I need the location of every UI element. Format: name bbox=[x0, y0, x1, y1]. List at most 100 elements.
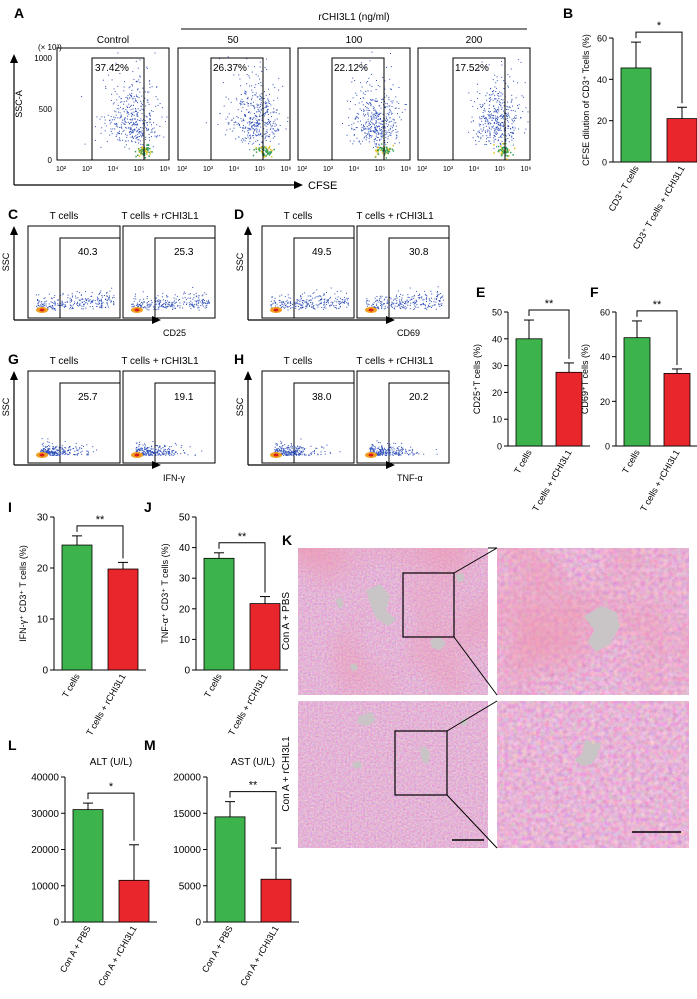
event-dot bbox=[168, 453, 170, 455]
event-dot bbox=[436, 295, 438, 297]
event-dot bbox=[291, 447, 293, 449]
event-dot bbox=[496, 110, 498, 112]
event-dot bbox=[235, 97, 237, 99]
event-dot bbox=[69, 453, 71, 455]
event-dot bbox=[386, 66, 387, 68]
event-dot bbox=[144, 443, 145, 445]
event-dot bbox=[379, 295, 381, 297]
arrowhead-icon bbox=[294, 181, 303, 189]
event-dot bbox=[498, 100, 500, 102]
event-dot bbox=[54, 304, 56, 306]
event-dot bbox=[365, 91, 367, 92]
event-dot bbox=[500, 95, 502, 97]
event-dot bbox=[375, 121, 377, 123]
event-dot bbox=[441, 296, 443, 298]
event-dot bbox=[479, 132, 480, 133]
event-dot bbox=[498, 137, 500, 138]
event-dot bbox=[301, 306, 303, 308]
group-title: rCHI3L1 (ng/ml) bbox=[318, 12, 389, 23]
event-dot bbox=[365, 114, 367, 116]
event-dot bbox=[385, 144, 387, 146]
gate-region bbox=[59, 237, 121, 319]
event-dot bbox=[365, 128, 367, 130]
event-dot bbox=[505, 82, 507, 84]
bar bbox=[555, 371, 583, 447]
event-dot bbox=[197, 307, 199, 309]
event-dot bbox=[198, 295, 200, 297]
event-dot bbox=[159, 125, 161, 127]
event-dot bbox=[244, 127, 246, 129]
event-dot bbox=[51, 450, 53, 452]
event-dot bbox=[81, 302, 83, 304]
event-dot bbox=[104, 130, 106, 132]
event-dot bbox=[279, 304, 281, 306]
event-dot bbox=[265, 135, 267, 137]
event-dot bbox=[384, 88, 386, 90]
event-dot bbox=[139, 449, 141, 451]
event-dot-dense bbox=[392, 144, 395, 147]
event-dot bbox=[261, 96, 263, 98]
event-dot bbox=[511, 123, 513, 125]
event-dot bbox=[298, 448, 300, 450]
x-axis-label: TNF-α bbox=[397, 473, 423, 483]
event-dot bbox=[143, 450, 145, 452]
event-dot bbox=[324, 450, 326, 452]
event-dot bbox=[149, 451, 151, 453]
y-tick-label: 30 bbox=[179, 574, 191, 585]
event-dot bbox=[101, 305, 103, 307]
event-dot bbox=[377, 306, 379, 308]
event-dot bbox=[113, 88, 115, 90]
event-dot bbox=[380, 123, 382, 124]
event-dot bbox=[407, 296, 409, 298]
event-dot bbox=[44, 451, 46, 453]
event-dot bbox=[395, 451, 397, 453]
event-dot bbox=[188, 302, 190, 304]
event-dot bbox=[293, 453, 295, 455]
event-dot bbox=[492, 91, 494, 92]
panel-label-m: M bbox=[144, 737, 156, 753]
event-dot bbox=[281, 451, 283, 453]
event-dot bbox=[266, 58, 268, 60]
event-dot bbox=[330, 287, 332, 289]
event-dot bbox=[412, 453, 414, 455]
x-tick-label: 10⁵ bbox=[495, 166, 506, 173]
event-dot bbox=[496, 128, 498, 130]
event-dot bbox=[475, 140, 477, 142]
event-dot bbox=[136, 137, 138, 139]
event-dot bbox=[496, 110, 498, 112]
event-dot bbox=[163, 453, 164, 455]
event-dot bbox=[337, 296, 339, 298]
event-dot bbox=[105, 87, 107, 89]
event-dot bbox=[412, 454, 414, 456]
event-dot bbox=[160, 454, 162, 456]
event-dot bbox=[369, 102, 371, 104]
event-dot bbox=[45, 451, 47, 453]
event-dot bbox=[379, 119, 381, 121]
event-dot bbox=[257, 75, 259, 77]
event-dot bbox=[266, 111, 268, 113]
event-dot bbox=[491, 126, 493, 128]
event-dot bbox=[383, 308, 385, 310]
gate-percent: 37.42% bbox=[95, 63, 129, 74]
event-dot bbox=[282, 85, 284, 87]
event-dot bbox=[509, 76, 511, 78]
event-dot bbox=[382, 450, 384, 452]
event-dot bbox=[148, 447, 150, 449]
event-dot bbox=[71, 293, 73, 295]
bar bbox=[249, 603, 281, 671]
event-dot bbox=[381, 130, 383, 132]
event-dot bbox=[488, 130, 490, 132]
event-dot bbox=[42, 451, 44, 453]
event-dot bbox=[486, 135, 488, 137]
event-dot bbox=[273, 300, 275, 302]
event-dot bbox=[196, 303, 198, 305]
event-dot bbox=[132, 71, 134, 73]
event-dot bbox=[372, 99, 374, 101]
event-dot bbox=[44, 448, 46, 450]
event-dot-dense bbox=[380, 143, 383, 145]
event-dot bbox=[55, 452, 57, 454]
event-dot bbox=[500, 99, 502, 100]
event-dot bbox=[153, 127, 155, 129]
event-dot bbox=[370, 99, 372, 101]
event-dot bbox=[363, 113, 364, 115]
